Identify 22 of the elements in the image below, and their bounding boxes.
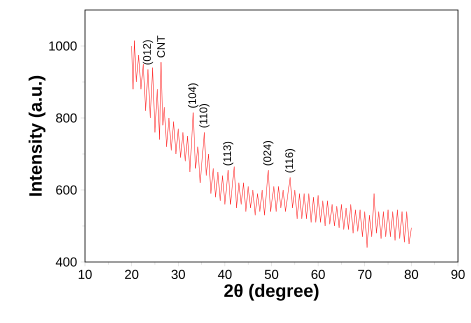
annotation: (012) [142,40,154,65]
y-tick-label: 1000 [49,41,77,51]
annotation: (104) [188,83,198,108]
x-tick-label: 80 [404,270,418,279]
annotation: (113) [223,142,234,166]
annotation: (024) [263,141,274,166]
annotation: (110) [199,104,210,128]
x-tick-label: 10 [78,270,92,279]
annotation: CNT [157,36,165,58]
y-tick-label: 600 [56,185,77,195]
y-axis-title: Intensity (a.u.) [28,76,46,196]
y-tick-label: 400 [56,257,77,267]
x-tick-label: 90 [451,270,465,279]
y-tick-label: 800 [56,113,77,123]
x-tick-label: 30 [172,270,185,279]
annotation: (116) [285,149,296,173]
x-tick-label: 20 [125,270,138,279]
x-tick-label: 40 [218,270,232,279]
x-tick-label: 50 [264,270,278,279]
x-axis-title: 2θ (degree) [224,284,318,301]
x-tick-label: 70 [358,270,372,279]
x-tick-label: 60 [312,270,325,279]
